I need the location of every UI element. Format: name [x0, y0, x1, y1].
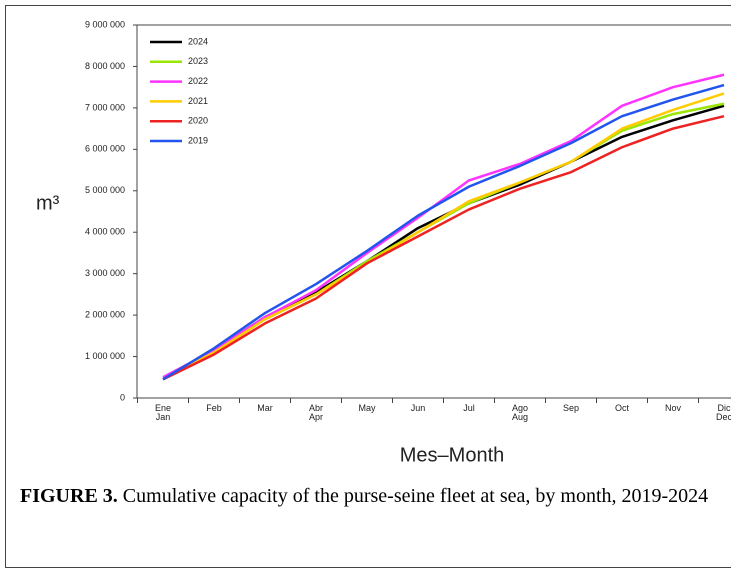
x-tick-label: Dic Dec	[716, 403, 731, 422]
x-tick-label: Nov	[665, 403, 682, 413]
y-tick-label: 6 000 000	[85, 144, 125, 154]
x-tick-label-line: Apr	[309, 412, 323, 422]
chart: m³ Mes–Month 0 1 000 000 2 000 000 3 000 00…	[36, 19, 731, 466]
x-tick-label: Jun	[411, 403, 426, 413]
series-line	[162, 102, 725, 381]
x-tick-label: Feb	[206, 403, 222, 413]
x-tick-label: Ene Jan	[155, 403, 171, 422]
caption-label: FIGURE 3.	[20, 485, 118, 507]
x-tick-label-line: Ene	[155, 403, 171, 413]
x-tick-label-line: Oct	[615, 403, 630, 413]
series-line	[162, 92, 725, 381]
x-tick-label: Abr Apr	[309, 403, 323, 422]
caption: FIGURE 3. Cumulative capacity of the pur…	[20, 480, 731, 512]
y-tick-label: 4 000 000	[85, 227, 125, 237]
x-axis-label: Mes–Month	[400, 444, 505, 466]
y-tick-label: 5 000 000	[85, 185, 125, 195]
legend-label: 2020	[188, 116, 208, 126]
legend-label: 2022	[188, 76, 208, 86]
y-tick-label: 8 000 000	[85, 61, 125, 71]
y-tick-label: 7 000 000	[85, 102, 125, 112]
x-tick-label: Mar	[257, 403, 273, 413]
x-tick-label-line: Sep	[563, 403, 579, 413]
x-tick-label-line: Aug	[512, 412, 528, 422]
x-tick-label: Sep	[563, 403, 579, 413]
legend-label: 2019	[188, 135, 208, 145]
x-tick-label: Oct	[615, 403, 630, 413]
x-tick-label-line: Mar	[257, 403, 273, 413]
x-tick-label-line: Nov	[665, 403, 682, 413]
x-tick-label-line: Dic	[718, 403, 731, 413]
caption-text: Cumulative capacity of the purse-seine f…	[122, 485, 709, 507]
series-line	[162, 104, 725, 381]
x-tick-label-line: Jul	[463, 403, 475, 413]
legend-label: 2021	[188, 96, 208, 106]
x-tick-label: Jul	[463, 403, 475, 413]
x-tick-label-line: Feb	[206, 403, 222, 413]
y-tick-label: 0	[120, 392, 125, 402]
x-tick-label-line: Jan	[156, 412, 171, 422]
series-line	[162, 73, 725, 379]
x-tick-label-line: Abr	[309, 403, 323, 413]
x-tick-label-line: Ago	[512, 403, 528, 413]
x-tick-label: Ago Aug	[512, 403, 528, 422]
x-tick-label-line: May	[358, 403, 376, 413]
series-line	[162, 114, 725, 381]
y-axis-label: m³	[36, 192, 60, 214]
legend-label: 2023	[188, 56, 208, 66]
y-tick-label: 9 000 000	[85, 19, 125, 29]
x-tick-label: May	[358, 403, 376, 413]
y-tick-label: 3 000 000	[85, 268, 125, 278]
x-tick-label-line: Jun	[411, 403, 426, 413]
y-tick-label: 1 000 000	[85, 351, 125, 361]
figure-border	[5, 5, 731, 568]
legend-label: 2024	[188, 36, 208, 46]
x-tick-label-line: Dec	[716, 412, 731, 422]
y-tick-label: 2 000 000	[85, 309, 125, 319]
series-line	[162, 83, 725, 381]
